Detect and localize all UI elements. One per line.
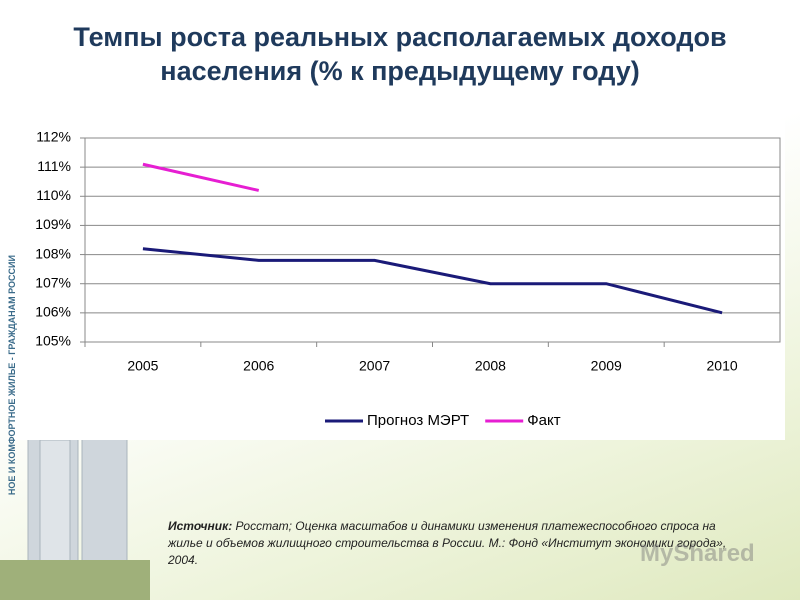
x-tick-label: 2005 [127, 358, 158, 374]
y-tick-label: 106% [35, 304, 71, 320]
plot-area [84, 137, 781, 343]
x-tick-label: 2009 [591, 358, 622, 374]
y-tick-label: 110% [36, 187, 71, 203]
source: Источник: Росстат; Оценка масштабов и ди… [168, 518, 728, 569]
x-tick-label: 2008 [475, 358, 506, 374]
source-text: Росстат; Оценка масштабов и динамики изм… [168, 519, 727, 567]
y-tick-label: 108% [35, 245, 71, 261]
legend-label: Факт [527, 412, 560, 429]
legend-label: Прогноз МЭРТ [367, 412, 469, 429]
series-line [142, 247, 723, 315]
y-tick-label: 112% [36, 129, 71, 145]
y-tick-label: 107% [35, 274, 71, 290]
x-tick-label: 2010 [707, 358, 738, 374]
x-tick-label: 2007 [359, 358, 390, 374]
source-label: Источник: [168, 519, 233, 533]
slide-title: Темпы роста реальных располагаемых доход… [73, 22, 727, 86]
side-text: НОЕ И КОМФОРТНОЕ ЖИЛЬЕ - ГРАЖДАНАМ РОССИ… [7, 255, 17, 496]
y-tick-label: 105% [35, 333, 71, 349]
series-line [142, 162, 260, 192]
y-tick-label: 111% [37, 158, 71, 174]
y-tick-label: 109% [35, 216, 71, 232]
x-tick-label: 2006 [243, 358, 274, 374]
watermark: MyShared [640, 540, 755, 567]
